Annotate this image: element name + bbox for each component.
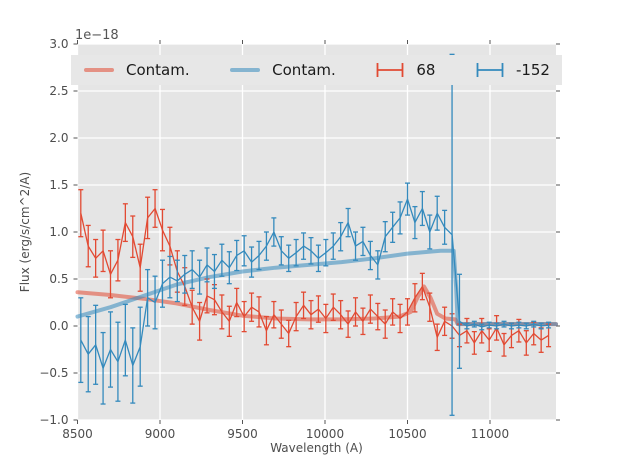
svg-text:1.0: 1.0 [49, 225, 68, 239]
errorbar-red-glyph [376, 63, 404, 77]
legend-label: Contam. [272, 61, 336, 79]
svg-text:9500: 9500 [227, 427, 258, 441]
tick-labels: 8500 9000 9500 10000 10500 11000 −1.0 −0.5 0.0 0.… [39, 37, 509, 441]
legend-label: -152 [515, 61, 550, 79]
series-68 [78, 189, 552, 357]
svg-text:0.5: 0.5 [49, 272, 68, 286]
x-axis-label: Wavelength (A) [270, 441, 363, 455]
svg-text:10000: 10000 [306, 427, 344, 441]
svg-text:0.0: 0.0 [49, 319, 68, 333]
svg-text:−1.0: −1.0 [39, 413, 68, 427]
svg-text:−0.5: −0.5 [39, 366, 68, 380]
svg-text:9000: 9000 [145, 427, 176, 441]
tick-marks [73, 40, 560, 424]
legend-label: Contam. [126, 61, 190, 79]
legend-entry-minus152: -152 [475, 61, 550, 79]
gridlines [76, 43, 556, 421]
svg-text:8500: 8500 [62, 427, 93, 441]
contam-red-line-glyph [84, 68, 114, 72]
legend-entry-contam-blue: Contam. [229, 61, 336, 79]
series--152 [78, 53, 552, 416]
contam-blue-line-glyph [230, 68, 261, 72]
svg-text:2.0: 2.0 [49, 131, 68, 145]
legend-label: 68 [416, 61, 436, 79]
svg-text:11000: 11000 [471, 427, 509, 441]
svg-text:3.0: 3.0 [49, 37, 68, 51]
svg-text:2.5: 2.5 [49, 84, 68, 98]
svg-text:1.5: 1.5 [49, 178, 68, 192]
svg-text:10500: 10500 [388, 427, 426, 441]
legend-entry-68: 68 [375, 61, 435, 79]
legend-entry-contam-red: Contam. [83, 61, 190, 79]
y-axis-offset-label: 1e−18 [75, 28, 119, 43]
legend: Contam. Contam. 68 -152 [71, 55, 562, 85]
errorbar-blue-glyph [476, 63, 504, 77]
y-axis-label: Flux (erg/s/cm^2/A) [18, 171, 32, 293]
